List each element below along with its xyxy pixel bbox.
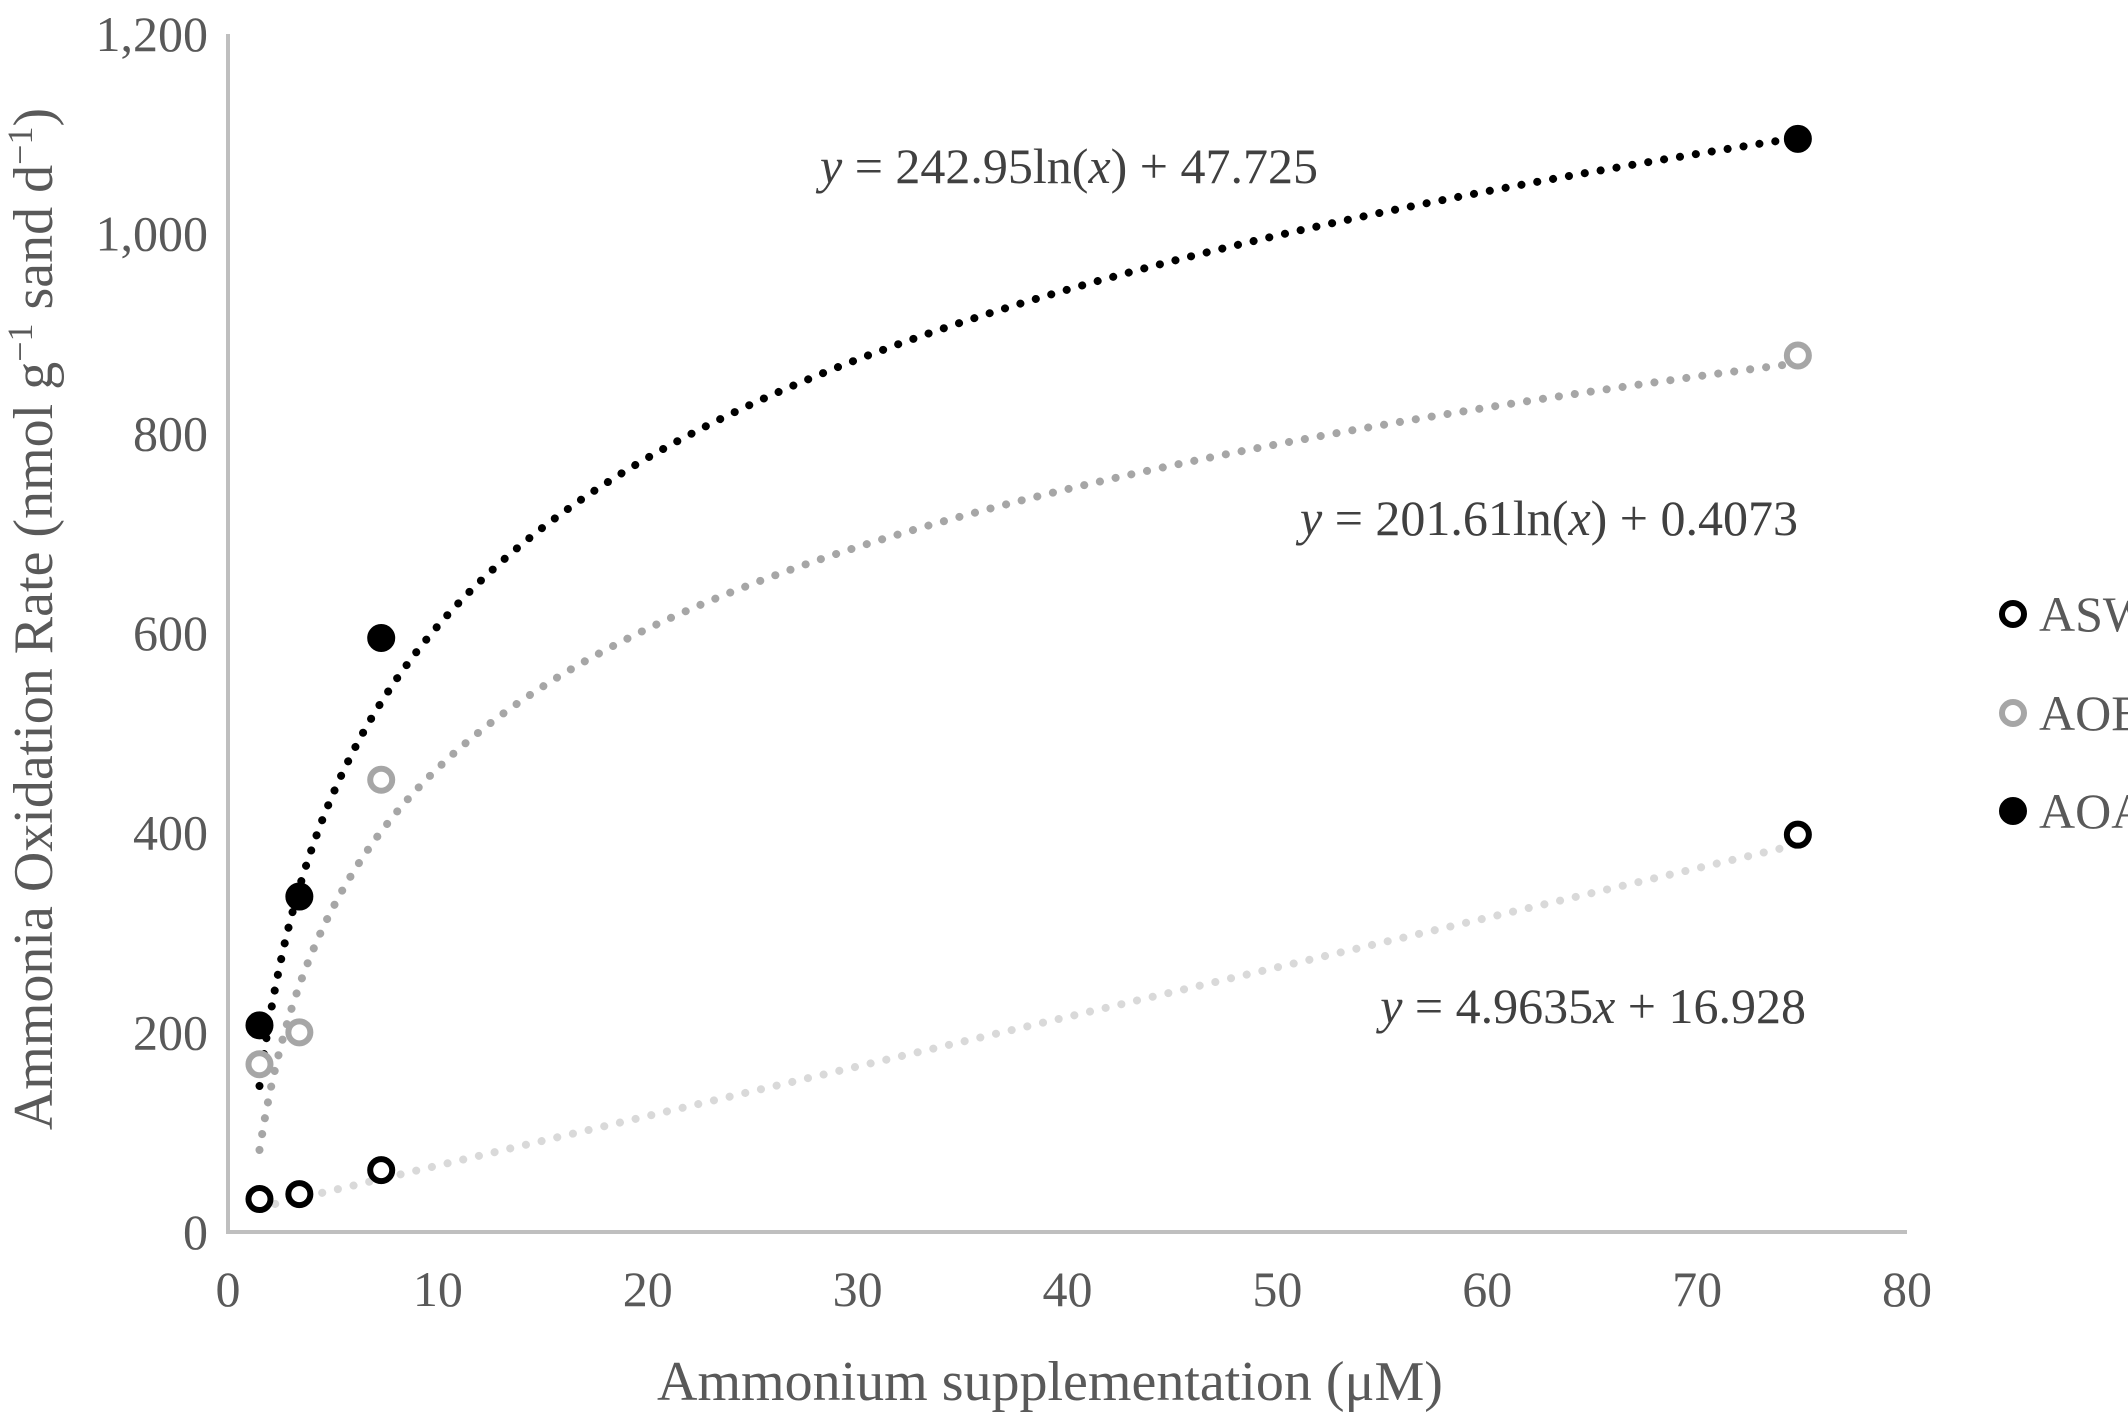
trendline-aob: [255, 359, 1802, 1154]
equation-aoa: y = 242.95ln(x) + 47.725: [815, 138, 1318, 194]
equation-part: y: [1375, 978, 1403, 1034]
equation-part: x: [1087, 138, 1110, 194]
x-tick-labels: 0 10 20 30 40 50 60 70 80: [216, 1261, 1933, 1317]
legend-item-asw: ASW: [1999, 586, 2128, 642]
y-tick-labels: 0 200 400 600 800 1,000 1,200: [96, 6, 209, 1260]
legend: ASW AOB AOA: [1999, 586, 2128, 839]
equation-part: = 242.95ln(: [842, 138, 1088, 194]
equation-part: = 201.61ln(: [1322, 490, 1568, 546]
y-tick-label: 1,200: [96, 6, 209, 62]
axes: [226, 34, 1907, 1234]
equation-part: ) + 0.4073: [1591, 490, 1798, 546]
point-asw: [245, 1185, 274, 1214]
point-aoa: [367, 623, 396, 652]
equation-part: ) + 47.725: [1111, 138, 1318, 194]
legend-marker: [1999, 699, 2027, 727]
y-tick-label: 600: [133, 605, 208, 661]
legend-label: ASW: [2039, 586, 2128, 642]
x-tick-label: 40: [1043, 1261, 1093, 1317]
y-tick-label: 200: [133, 1004, 208, 1060]
point-aob: [285, 1018, 314, 1047]
y-title-superscript: −1: [0, 323, 40, 361]
x-tick-label: 50: [1252, 1261, 1302, 1317]
trendline-asw: [255, 840, 1802, 1212]
point-aoa: [245, 1011, 274, 1040]
y-title-part: Ammonia Oxidation Rate (nmol g: [3, 362, 65, 1130]
equation-part: x: [1567, 490, 1590, 546]
trendlines: [255, 133, 1802, 1212]
point-asw: [367, 1156, 396, 1185]
x-tick-label: 80: [1882, 1261, 1932, 1317]
y-tick-label: 0: [183, 1204, 208, 1260]
legend-item-aoa: AOA: [1999, 783, 2128, 839]
equation-part: x: [1592, 978, 1615, 1034]
x-tick-label: 30: [833, 1261, 883, 1317]
point-aob: [367, 765, 396, 794]
x-axis-title: Ammonium supplementation (μM): [657, 1351, 1443, 1413]
equation-part: + 16.928: [1615, 978, 1806, 1034]
x-tick-label: 20: [623, 1261, 673, 1317]
y-title-superscript: −1: [0, 127, 40, 165]
equation-part: y: [1295, 490, 1323, 546]
equation-part: y: [815, 138, 843, 194]
legend-label: AOA: [2039, 783, 2128, 839]
x-tick-label: 60: [1462, 1261, 1512, 1317]
equation-part: = 4.9635: [1402, 978, 1593, 1034]
y-tick-label: 1,000: [96, 206, 209, 262]
legend-label: AOB: [2039, 685, 2128, 741]
point-asw: [1783, 820, 1812, 849]
y-tick-label: 400: [133, 805, 208, 861]
x-tick-label: 0: [216, 1261, 241, 1317]
point-aoa: [285, 882, 314, 911]
y-title-part: ): [3, 108, 65, 127]
y-axis-title: Ammonia Oxidation Rate (nmol g−1 sand d−…: [0, 108, 65, 1130]
legend-item-aob: AOB: [1999, 685, 2128, 741]
point-asw: [285, 1180, 314, 1209]
point-aob: [245, 1050, 274, 1079]
equation-asw: y = 4.9635x + 16.928: [1375, 978, 1806, 1034]
x-tick-label: 10: [413, 1261, 463, 1317]
y-tick-label: 800: [133, 405, 208, 461]
legend-marker: [1999, 797, 2027, 825]
equation-aob: y = 201.61ln(x) + 0.4073: [1295, 490, 1798, 546]
point-aoa: [1783, 124, 1812, 153]
point-aob: [1783, 341, 1812, 370]
trendline-aoa: [255, 133, 1802, 1090]
legend-marker: [1999, 600, 2027, 628]
y-title-part: sand d: [3, 165, 65, 324]
data-points: [245, 124, 1812, 1214]
x-tick-label: 70: [1672, 1261, 1722, 1317]
